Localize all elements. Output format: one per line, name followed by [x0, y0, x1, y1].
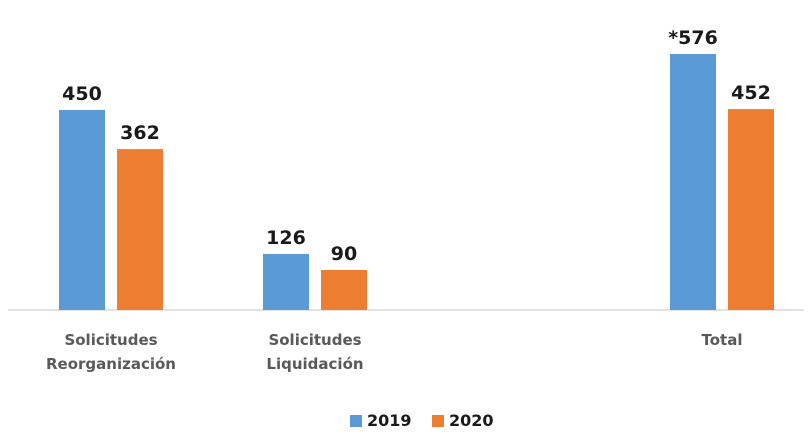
data-label-2020-cat-0: 362 — [120, 122, 160, 144]
legend-swatch-2020 — [432, 415, 444, 427]
bars-group — [59, 54, 774, 310]
category-labels-group: Solicitudes Reorganización Solicitudes Liqu… — [46, 331, 742, 373]
category-label-1: Solicitudes Liquidación — [266, 331, 363, 373]
legend: 2019 2020 — [350, 411, 494, 430]
category-label-0: Solicitudes Reorganización — [46, 331, 176, 373]
legend-label-2019: 2019 — [367, 411, 412, 430]
data-label-2019-cat-2: *576 — [668, 27, 718, 49]
category-label-2: Total — [702, 331, 743, 349]
data-label-2020-cat-1: 90 — [331, 243, 357, 265]
data-label-2019-cat-0: 450 — [62, 83, 102, 105]
bar-2019-cat-2 — [670, 54, 716, 310]
legend-label-2020: 2020 — [449, 411, 494, 430]
bar-2020-cat-2 — [728, 109, 774, 310]
bar-2020-cat-0 — [117, 149, 163, 310]
bar-2019-cat-0 — [59, 110, 105, 310]
bar-2019-cat-1 — [263, 254, 309, 310]
bar-2020-cat-1 — [321, 270, 367, 310]
data-label-2020-cat-2: 452 — [731, 82, 771, 104]
legend-swatch-2019 — [350, 415, 362, 427]
data-label-2019-cat-1: 126 — [266, 227, 306, 249]
data-labels-group: 450 362 126 90 *576 452 — [62, 27, 771, 265]
